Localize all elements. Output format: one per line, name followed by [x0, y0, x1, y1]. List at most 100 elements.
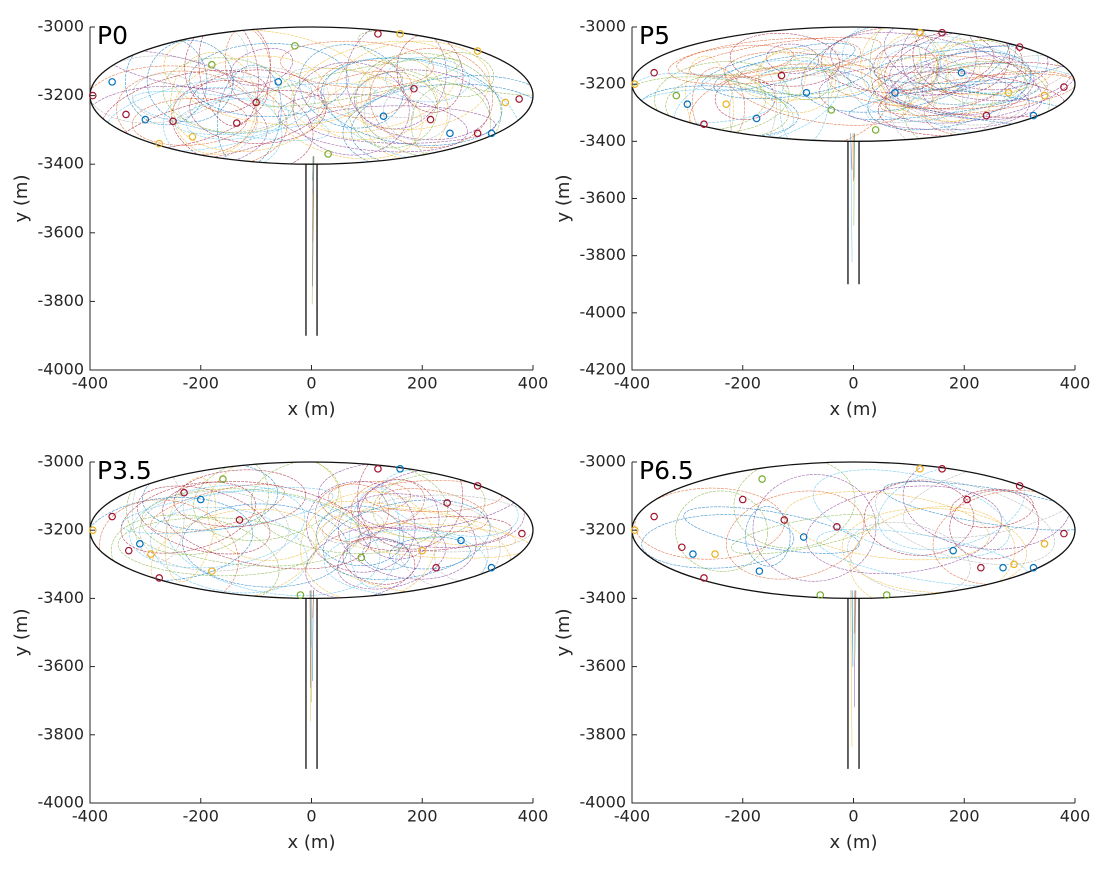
trajectory [337, 523, 531, 559]
particle [799, 533, 808, 541]
particle [155, 139, 164, 148]
trajectory [357, 462, 464, 550]
y-tick-label: -3000 [38, 17, 85, 36]
trajectory [100, 69, 269, 149]
trajectory [912, 26, 1010, 94]
particle [208, 60, 216, 69]
x-axis-label: x (m) [830, 399, 878, 420]
particle [678, 543, 686, 552]
x-tick-label: 400 [518, 807, 549, 826]
trajectory [818, 66, 1030, 131]
trajectory [355, 494, 533, 553]
x-tick-label: 400 [1060, 374, 1091, 393]
particle [396, 465, 404, 473]
trajectory [878, 463, 1025, 550]
chart-title: P3.5 [97, 456, 152, 485]
trajectory [256, 58, 462, 107]
x-tick-label: 200 [949, 374, 980, 393]
trajectory [902, 61, 1050, 142]
trajectory [320, 57, 503, 146]
particle [938, 28, 946, 37]
trajectory [869, 26, 922, 112]
trajectory [849, 506, 1016, 599]
trajectory [852, 590, 854, 667]
trajectory [90, 65, 288, 165]
y-tick-label: -3600 [580, 656, 627, 675]
particle [274, 78, 283, 86]
particle [630, 80, 639, 88]
trajectory [318, 462, 525, 548]
particle [1029, 563, 1038, 572]
particle [755, 567, 764, 575]
particle [446, 129, 454, 138]
trajectory [853, 590, 856, 634]
trajectory [945, 66, 1028, 95]
trajectory [104, 49, 234, 90]
trajectory [316, 505, 404, 567]
particle [379, 112, 388, 120]
trajectory [730, 67, 852, 95]
axis [631, 27, 1075, 371]
trajectory [185, 97, 290, 140]
y-tick-label: -3000 [580, 17, 627, 36]
particle [410, 84, 418, 93]
trajectory [902, 462, 1071, 550]
trajectory [323, 499, 491, 580]
particle [722, 100, 730, 108]
trajectory [166, 490, 381, 596]
particle [324, 150, 332, 158]
x-tick-label: -200 [725, 807, 761, 826]
trajectory [306, 481, 416, 573]
trajectory [932, 490, 1075, 585]
y-tick-label: -3200 [38, 520, 85, 539]
panel: -400 -200 0 200 400 -4000 -3800 -3600 -3400 -3200… [11, 17, 548, 421]
particle [999, 563, 1007, 572]
trajectories [90, 27, 533, 165]
trajectory [280, 40, 434, 88]
particle [816, 591, 825, 599]
particle [672, 91, 681, 100]
trajectory [305, 70, 403, 109]
trajectory [729, 32, 841, 87]
trajectory [864, 480, 975, 556]
trajectory [207, 462, 342, 561]
trajectory [789, 48, 851, 77]
boundary [631, 26, 1076, 142]
x-tick-label: -200 [183, 374, 219, 393]
x-axis-label: x (m) [288, 399, 336, 420]
trajectory [289, 67, 436, 118]
trajectory [90, 85, 268, 165]
trajectory [745, 506, 791, 567]
trajectories [632, 26, 1075, 142]
particle [700, 574, 708, 582]
particle [1060, 83, 1068, 91]
y-tick-label: -3600 [580, 188, 627, 207]
particle [426, 115, 435, 124]
trajectory [126, 462, 269, 555]
y-tick-label: -3800 [580, 245, 627, 264]
y-tick-label: -3200 [38, 85, 85, 104]
trajectory [922, 55, 1035, 115]
particle [752, 114, 761, 123]
y-axis-label: y (m) [11, 609, 32, 657]
trajectory [317, 60, 413, 119]
trajectory [348, 486, 401, 588]
particle [141, 115, 150, 124]
trajectory [350, 75, 533, 165]
panel: -400 -200 0 200 400 -4000 -3800 -3600 -3400 -3200… [553, 452, 1090, 854]
trajectory [150, 508, 318, 599]
trajectory [689, 63, 888, 142]
particle [196, 495, 205, 504]
particle [219, 475, 227, 483]
trajectory [323, 57, 521, 165]
trajectory [309, 590, 312, 688]
trajectory [873, 45, 1075, 84]
trajectories [634, 462, 1075, 599]
trajectory [312, 156, 314, 194]
y-tick-label: -3200 [580, 74, 627, 93]
trajectory [354, 69, 491, 141]
particle [1040, 91, 1049, 100]
trajectory [146, 40, 234, 123]
trajectory [676, 45, 794, 77]
